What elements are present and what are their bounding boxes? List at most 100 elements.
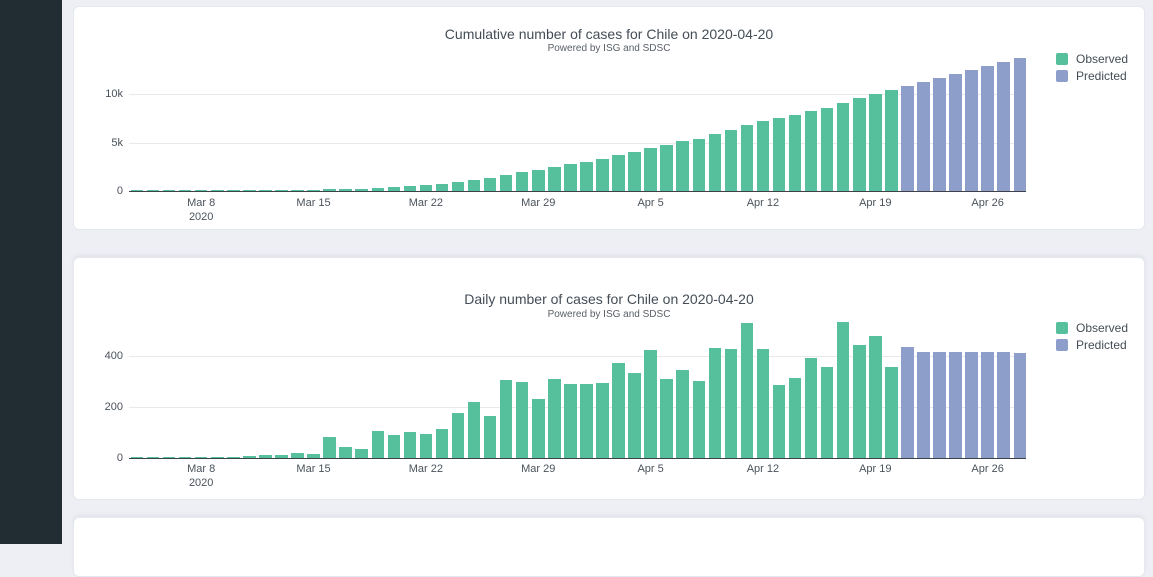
bar-observed[interactable] [355, 448, 368, 458]
bar-observed[interactable] [275, 455, 288, 458]
bar-predicted[interactable] [965, 352, 978, 458]
bar-observed[interactable] [451, 413, 465, 458]
bar-predicted[interactable] [1013, 352, 1026, 458]
bar-predicted[interactable] [997, 352, 1010, 458]
bar-observed[interactable] [387, 434, 401, 458]
bar-observed[interactable] [740, 125, 754, 191]
bar-predicted[interactable] [997, 62, 1010, 191]
chart-title-daily: Daily number of cases for Chile on 2020-… [464, 291, 754, 307]
bar-predicted[interactable] [933, 78, 946, 191]
bar-observed[interactable] [820, 367, 834, 458]
bar-predicted[interactable] [901, 347, 914, 458]
bar-observed[interactable] [612, 362, 625, 458]
bar-observed[interactable] [339, 446, 352, 458]
bar-observed[interactable] [532, 170, 545, 191]
bar-observed[interactable] [483, 178, 497, 191]
bar-observed[interactable] [660, 378, 673, 458]
bar-observed[interactable] [628, 151, 641, 191]
bar-observed[interactable] [580, 161, 593, 191]
bar-predicted[interactable] [981, 66, 994, 191]
bar-observed[interactable] [435, 428, 449, 458]
bar-observed[interactable] [403, 431, 417, 458]
bar-observed[interactable] [403, 185, 417, 191]
bar-observed[interactable] [836, 102, 850, 191]
bar-observed[interactable] [853, 98, 866, 191]
bar-observed[interactable] [692, 381, 705, 458]
bar-predicted[interactable] [933, 352, 946, 458]
bar-predicted[interactable] [1013, 58, 1026, 191]
bar-observed[interactable] [548, 167, 561, 191]
bar-observed[interactable] [692, 138, 705, 191]
bar-observed[interactable] [740, 323, 754, 458]
bar-observed[interactable] [756, 120, 770, 191]
bar-observed[interactable] [869, 93, 882, 191]
bar-observed[interactable] [451, 182, 465, 191]
bar-observed[interactable] [676, 370, 689, 458]
bar-observed[interactable] [291, 453, 304, 458]
legend-item-predicted[interactable]: Predicted [1056, 336, 1128, 353]
bar-observed[interactable] [307, 454, 320, 458]
bar-observed[interactable] [660, 144, 673, 191]
bar-observed[interactable] [596, 383, 609, 458]
legend-item-predicted[interactable]: Predicted [1056, 67, 1128, 84]
bar-observed[interactable] [724, 130, 738, 191]
bar-observed[interactable] [323, 437, 336, 458]
bar-observed[interactable] [419, 433, 433, 458]
bar-observed[interactable] [564, 164, 577, 191]
bar-observed[interactable] [435, 183, 449, 191]
bar-observed[interactable] [596, 158, 609, 191]
bar-observed[interactable] [580, 384, 593, 458]
bar-observed[interactable] [836, 321, 850, 458]
bar-observed[interactable] [644, 349, 657, 458]
bar-observed[interactable] [339, 189, 352, 191]
bar-observed[interactable] [467, 401, 481, 458]
bar-observed[interactable] [724, 349, 738, 458]
bar-observed[interactable] [499, 175, 513, 191]
bar-observed[interactable] [612, 155, 625, 191]
bar-observed[interactable] [419, 184, 433, 191]
bar-observed[interactable] [628, 373, 641, 458]
bar-observed[interactable] [708, 134, 722, 191]
bar-observed[interactable] [788, 115, 802, 191]
bar-observed[interactable] [644, 147, 657, 191]
bar-predicted[interactable] [965, 70, 978, 191]
bar-observed[interactable] [708, 348, 722, 458]
legend-label-predicted: Predicted [1076, 68, 1127, 83]
bar-predicted[interactable] [917, 352, 930, 458]
bar-observed[interactable] [885, 366, 898, 458]
bar-observed[interactable] [323, 189, 336, 191]
bar-observed[interactable] [804, 358, 818, 458]
bar-observed[interactable] [804, 111, 818, 191]
bar-observed[interactable] [355, 188, 368, 191]
bar-observed[interactable] [515, 172, 529, 191]
bar-observed[interactable] [515, 381, 529, 458]
bar-observed[interactable] [772, 118, 786, 191]
bar-observed[interactable] [788, 378, 802, 458]
bar-observed[interactable] [564, 384, 577, 458]
bar-observed[interactable] [227, 456, 240, 458]
bar-observed[interactable] [548, 378, 561, 458]
bar-observed[interactable] [371, 187, 384, 191]
bar-observed[interactable] [869, 336, 882, 458]
bar-observed[interactable] [885, 90, 898, 191]
bar-observed[interactable] [387, 186, 401, 191]
bar-observed[interactable] [259, 455, 272, 458]
legend-item-observed[interactable]: Observed [1056, 319, 1128, 336]
bar-predicted[interactable] [949, 74, 962, 191]
bar-predicted[interactable] [981, 352, 994, 458]
bar-observed[interactable] [499, 380, 513, 458]
bar-observed[interactable] [676, 141, 689, 191]
bar-predicted[interactable] [901, 86, 914, 191]
legend-item-observed[interactable]: Observed [1056, 50, 1128, 67]
bar-predicted[interactable] [917, 82, 930, 191]
bar-observed[interactable] [243, 456, 256, 458]
bar-observed[interactable] [483, 416, 497, 458]
bar-predicted[interactable] [949, 352, 962, 458]
bar-observed[interactable] [532, 399, 545, 458]
bar-observed[interactable] [853, 344, 866, 458]
bar-observed[interactable] [371, 431, 384, 458]
bar-observed[interactable] [820, 107, 834, 191]
bar-observed[interactable] [756, 349, 770, 458]
bar-observed[interactable] [467, 179, 481, 191]
bar-observed[interactable] [772, 385, 786, 458]
